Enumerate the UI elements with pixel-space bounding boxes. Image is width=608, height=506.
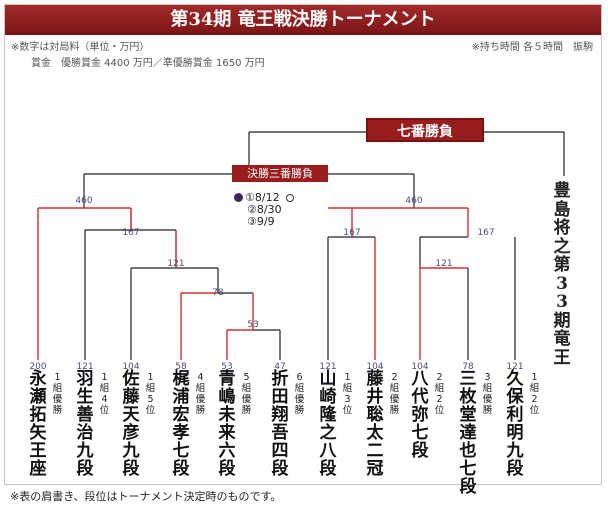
player-name: 佐藤天彦九段 [122,369,140,479]
player-qualification: 1組優勝 [52,372,63,416]
player-name: 藤井聡太二冠 [366,369,384,479]
date-3: ③9/9 [247,215,275,228]
player-name: 梶浦宏孝七段 [172,369,190,479]
player-name: 羽生善治九段 [76,369,94,479]
player-fee: 78 [462,362,474,372]
player-qualification: 3組優勝 [482,372,493,416]
date-1: ①8/12 [245,191,280,204]
player-fee: 200 [29,362,47,372]
player-fee: 104 [122,362,140,372]
player-qualification: 1組3位 [342,372,353,416]
player-name: 三枚堂達也七段 [459,369,477,497]
player-qualification: 6組優勝 [294,372,305,416]
player-fee: 104 [411,362,429,372]
player-fee: 121 [76,362,94,372]
final-match-label: 七番勝負 [366,118,484,142]
player-qualification: 4組優勝 [195,372,206,416]
player-qualification: 1組2位 [529,372,540,416]
page-title: 第34期 竜王戦決勝トーナメント [5,5,601,35]
fee-label: 167 [122,228,140,238]
open-circle-icon [285,194,294,202]
player-fee: 121 [319,362,337,372]
semifinal-dates: ①8/12 ②8/30 ③9/9 [234,192,296,228]
fee-label: 121 [167,259,185,269]
footer-note: ※表の肩書き、段位はトーナメント決定時のものです。 [10,490,282,503]
defending-champion: 豊島将之第33期竜王 [553,181,571,368]
fee-label: 121 [435,259,453,269]
filled-circle-icon [234,193,243,202]
player-name: 青嶋未来六段 [218,369,236,479]
player-qualification: 1組5位 [145,372,156,416]
player-qualification: 5組優勝 [241,372,252,416]
semifinal-label: 決勝三番勝負 [232,165,328,182]
tournament-panel: 第34期 竜王戦決勝トーナメント ※数字は対局料（単位・万円） 賞金 優勝賞金 … [4,4,602,485]
player-name: 永瀬拓矢王座 [29,369,47,479]
player-name: 折田翔吾四段 [271,369,289,479]
player-qualification: 2組優勝 [389,372,400,416]
player-name: 八代 弥七段 [411,369,446,461]
prize-note: 賞金 優勝賞金 4400 万円／準優勝賞金 1650 万円 [31,58,265,69]
player-qualification: 1組4位 [99,372,110,416]
date-2: ②8/30 [247,203,282,216]
player-fee: 104 [366,362,384,372]
player-fee: 53 [221,362,233,372]
player-name: 山崎隆之八段 [319,369,337,479]
fee-label: 167 [477,228,495,238]
unit-note: ※数字は対局料（単位・万円） [11,42,150,53]
fee-label: 460 [75,196,93,206]
player-fee: 47 [274,362,286,372]
player-fee: 121 [506,362,524,372]
fee-label: 78 [212,288,224,298]
time-note: ※持ち時間 各５時間 振駒 [471,42,593,53]
fee-label: 460 [405,196,423,206]
fee-label: 53 [247,320,259,330]
player-fee: 58 [175,362,187,372]
fee-label: 167 [343,228,361,238]
player-qualification: 2組2位 [434,372,445,416]
player-name: 久保利明九段 [506,369,524,479]
